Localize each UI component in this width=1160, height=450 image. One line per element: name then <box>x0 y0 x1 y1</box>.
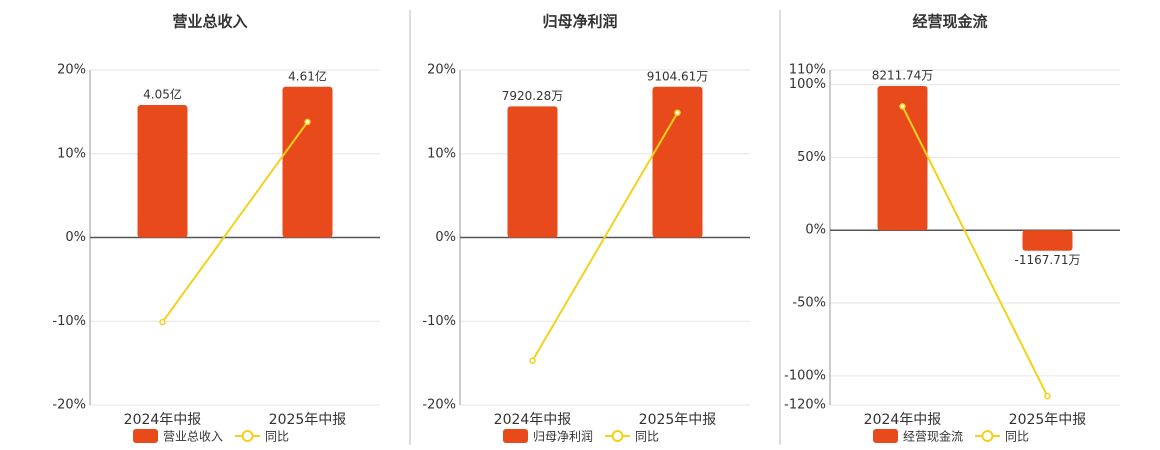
bar <box>282 86 333 238</box>
legend-swatch <box>873 429 898 443</box>
y-tick-label: -10% <box>52 314 86 329</box>
legend-label: 经营现金流 <box>903 429 963 444</box>
bar <box>137 105 188 238</box>
y-tick-label: -100% <box>784 368 826 383</box>
bar <box>652 86 703 238</box>
point <box>304 118 311 126</box>
bar <box>507 106 558 238</box>
x-tick-label: 2024年中报 <box>124 412 202 428</box>
value-label: -1167.71万 <box>1015 253 1081 267</box>
chart-title: 营业总收入 <box>172 13 247 31</box>
y-tick-label: -50% <box>792 296 826 311</box>
x-tick-label: 2025年中报 <box>269 412 347 428</box>
bar <box>1022 230 1073 251</box>
y-tick-label: 10% <box>427 146 456 161</box>
y-tick-label: 110% <box>789 63 826 78</box>
y-tick-label: 20% <box>57 63 86 78</box>
y-tick-label: 50% <box>797 150 826 165</box>
value-label: 4.61亿 <box>288 68 327 83</box>
legend-swatch <box>241 430 254 442</box>
y-tick-label: 10% <box>57 146 86 161</box>
chart-title: 归母净利润 <box>542 13 617 31</box>
point <box>1044 393 1051 400</box>
legend-swatch <box>611 430 624 442</box>
value-label: 4.05亿 <box>143 87 182 102</box>
x-tick-label: 2025年中报 <box>1009 412 1087 428</box>
line <box>901 105 1049 397</box>
value-label: 7920.28万 <box>502 89 564 103</box>
legend-label: 营业总收入 <box>163 430 223 444</box>
line <box>531 112 679 362</box>
legend-swatch <box>981 430 994 442</box>
y-tick-label: -20% <box>422 398 456 413</box>
x-tick-label: 2024年中报 <box>864 412 942 428</box>
y-tick-label: -20% <box>52 398 86 413</box>
legend-label: 同比 <box>1005 430 1029 444</box>
value-label: 9104.61万 <box>647 69 709 83</box>
chart-title: 经营现金流 <box>912 13 987 31</box>
value-label: 8211.74万 <box>872 69 934 83</box>
y-tick-label: 0% <box>805 223 826 238</box>
line <box>161 121 309 323</box>
y-tick-label: 20% <box>427 63 456 78</box>
y-tick-label: -10% <box>422 314 456 329</box>
point <box>159 318 166 326</box>
bar <box>877 86 928 231</box>
y-tick-label: 0% <box>65 230 86 245</box>
y-tick-label: 100% <box>789 77 826 92</box>
x-tick-label: 2025年中报 <box>639 412 717 428</box>
point <box>674 109 681 116</box>
x-tick-label: 2024年中报 <box>494 412 572 428</box>
legend-label: 归母净利润 <box>533 430 593 444</box>
legend-swatch <box>503 429 528 443</box>
y-tick-label: -120% <box>784 398 826 413</box>
point <box>529 357 536 364</box>
y-tick-label: 0% <box>435 230 456 245</box>
legend-label: 同比 <box>635 430 659 444</box>
legend-swatch <box>133 429 158 443</box>
legend-label: 同比 <box>265 430 289 444</box>
point <box>899 103 906 110</box>
